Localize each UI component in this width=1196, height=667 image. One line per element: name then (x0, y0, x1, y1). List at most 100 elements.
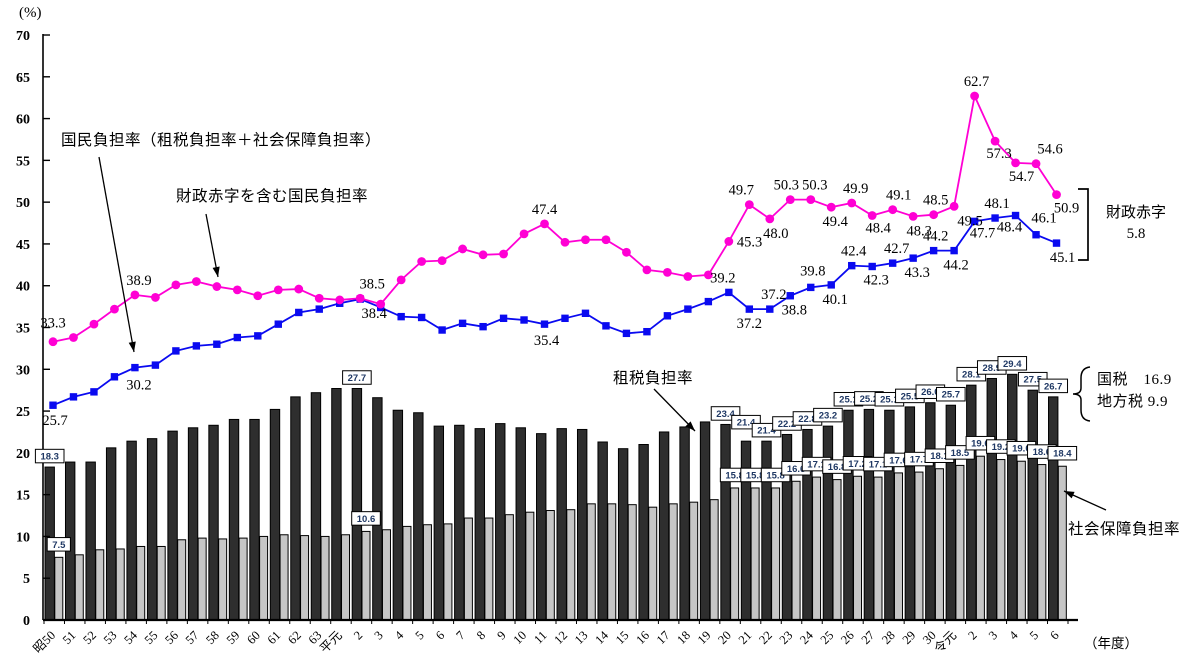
bar-social-security-burden (566, 509, 576, 621)
marker-deficit-inclusive-point (888, 205, 898, 215)
marker-national-burden-point (295, 308, 303, 317)
point-label-national: 44.2 (923, 229, 948, 245)
boxed-label-text: 10.6 (357, 514, 376, 525)
boxed-label-text: 7.5 (52, 540, 66, 551)
marker-deficit-inclusive-point (437, 256, 447, 266)
y-tick-label: 55 (16, 154, 30, 169)
bar-social-security-burden (709, 499, 719, 621)
bar-tax-burden (699, 421, 711, 621)
x-tick-label: 18 (674, 628, 693, 647)
x-tick-label: 3 (371, 628, 385, 642)
x-tick-label: 57 (183, 628, 202, 647)
boxed-label-text: 25.5 (901, 391, 920, 402)
bar-tax-burden (966, 384, 977, 621)
boxed-label-text: 25.1 (839, 395, 858, 406)
boxed-label-text: 22.2 (778, 419, 797, 430)
bar-social-security-burden (177, 539, 187, 621)
marker-national-burden-point (90, 388, 98, 396)
x-tick-label: 20 (715, 628, 734, 647)
marker-deficit-inclusive-point (601, 235, 611, 245)
bar-social-security-burden (607, 503, 617, 621)
point-label-national: 43.3 (904, 265, 929, 281)
boxed-bar-value-label: 23.2 (813, 407, 843, 423)
bar-tax-burden (576, 428, 588, 621)
boxed-label-text: 21.4 (737, 418, 756, 429)
marker-deficit-inclusive-point (171, 280, 181, 290)
bar-tax-burden (843, 409, 854, 621)
marker-deficit-inclusive-point (191, 277, 201, 286)
y-tick-label: 0 (23, 614, 30, 629)
marker-deficit-inclusive-point (683, 272, 693, 281)
marker-deficit-inclusive-point (314, 293, 324, 303)
point-label-national: 40.1 (823, 292, 848, 308)
marker-deficit-inclusive-point (663, 267, 672, 277)
y-tick-label: 50 (16, 196, 30, 211)
y-tick-label: 45 (16, 238, 30, 253)
marker-national-burden-point (479, 322, 487, 331)
bar-tax-burden (187, 427, 199, 621)
point-label-national: 42.3 (864, 272, 889, 288)
marker-national-burden-point (991, 214, 999, 222)
bar-tax-burden (167, 430, 178, 621)
x-tick-label: 23 (777, 628, 796, 647)
marker-deficit-inclusive-point (970, 91, 979, 101)
marker-deficit-inclusive-point (273, 285, 283, 295)
marker-deficit-inclusive-point (294, 284, 304, 294)
marker-national-burden-point (520, 316, 528, 324)
boxed-label-text: 23.2 (819, 411, 838, 422)
marker-national-burden-point (766, 305, 774, 313)
boxed-label-text: 25.1 (880, 395, 899, 406)
x-tick-label: 27 (859, 628, 878, 647)
point-label-deficit: 49.9 (843, 181, 868, 197)
boxed-label-text: 22.8 (798, 414, 817, 425)
y-tick-label: 30 (16, 363, 30, 378)
boxed-bar-value-label: 10.6 (351, 511, 381, 526)
boxed-label-text: 15.8 (725, 470, 744, 481)
boxed-label-text: 29.4 (1003, 359, 1022, 370)
x-tick-label: 25 (818, 628, 837, 647)
tax-split-annotation: 国税 16.9 地方税 9.9 (1097, 370, 1172, 413)
marker-national-burden-point (438, 326, 446, 334)
bar-social-security-burden (525, 511, 535, 621)
marker-deficit-inclusive-point (355, 293, 365, 303)
marker-national-burden-point (786, 292, 794, 300)
bar-tax-burden (925, 402, 936, 621)
x-tick-label: 14 (592, 628, 611, 647)
point-label-deficit: 57.3 (986, 146, 1011, 162)
bar-social-security-burden (484, 517, 494, 621)
arrow-to-national-line (98, 156, 136, 353)
fiscal-deficit-gap-label: 財政赤字 (1105, 205, 1166, 221)
x-tick-label: 53 (101, 628, 120, 647)
marker-deficit-inclusive-point (724, 237, 734, 246)
national-burden-line-label: 国民負担率（租税負担率＋社会保障負担率） (61, 132, 382, 149)
boxed-label-text: 28.9 (983, 363, 1002, 374)
marker-national-burden-point (1032, 231, 1040, 239)
bar-social-security-burden (934, 468, 944, 621)
bar-social-security-burden (975, 455, 985, 621)
marker-national-burden-point (888, 259, 897, 267)
x-tick-label: 2 (965, 628, 979, 642)
marker-national-burden-point (110, 373, 119, 381)
marker-national-burden-point (643, 327, 651, 336)
boxed-label-frame (936, 386, 966, 402)
point-label-national: 47.7 (970, 225, 995, 241)
point-label-deficit: 50.3 (802, 178, 827, 194)
x-tick-label: 56 (162, 628, 181, 647)
marker-deficit-inclusive-point (48, 337, 58, 347)
arrow-to-tax-bar-head (685, 421, 695, 431)
marker-deficit-inclusive-point (949, 201, 959, 211)
marker-deficit-inclusive-point (847, 198, 857, 208)
bar-social-security-burden (545, 510, 555, 621)
marker-national-burden-point (49, 401, 57, 409)
point-label-deficit: 47.4 (532, 202, 558, 218)
x-tick-label: 22 (756, 628, 775, 647)
point-label-national: 46.1 (1031, 211, 1056, 227)
marker-deficit-inclusive-point (519, 229, 529, 239)
point-label-national: 25.7 (42, 413, 67, 429)
x-tick-label: 5 (412, 628, 426, 642)
marker-deficit-inclusive-point (908, 211, 918, 221)
point-label-deficit: 49.7 (729, 183, 754, 199)
marker-deficit-inclusive-point (581, 235, 590, 245)
